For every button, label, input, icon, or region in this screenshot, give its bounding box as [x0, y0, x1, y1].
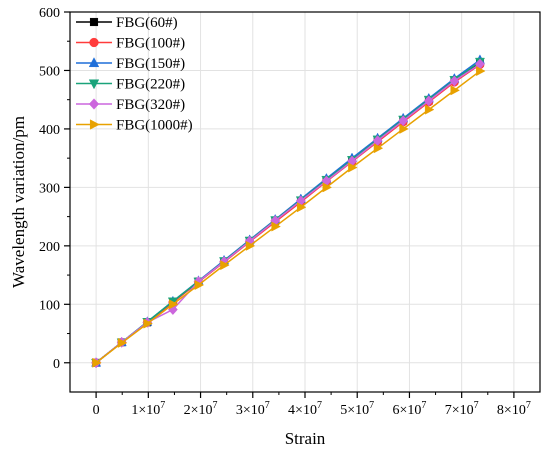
data-point	[271, 221, 281, 232]
legend-marker	[89, 37, 99, 48]
series-line	[95, 63, 481, 364]
legend: FBG(60#) FBG(100#) FBG(150#) FBG(220#) FBG(3…	[76, 15, 193, 134]
legend-item: FBG(320#)	[76, 97, 185, 113]
legend-item: FBG(1000#)	[76, 118, 193, 134]
series-5	[92, 66, 486, 368]
y-tick-label: 0	[53, 357, 60, 372]
x-axis-title: Strain	[285, 429, 326, 448]
x-tick-label: 6×107	[392, 400, 426, 418]
y-tick-label: 400	[39, 123, 60, 138]
y-tick-label: 500	[39, 64, 60, 79]
legend-label: FBG(60#)	[116, 15, 178, 31]
x-tick-label: 5×107	[340, 400, 374, 418]
legend-item: FBG(150#)	[76, 56, 185, 72]
legend-label: FBG(1000#)	[116, 118, 193, 134]
data-point	[143, 318, 153, 329]
data-point	[322, 182, 333, 193]
data-point	[220, 260, 230, 271]
legend-item: FBG(220#)	[76, 77, 185, 93]
legend-marker	[89, 17, 99, 27]
x-tick-label: 2×107	[184, 400, 218, 418]
legend-marker	[88, 79, 100, 90]
x-tick-label: 8×107	[497, 400, 531, 418]
data-point	[348, 162, 358, 173]
legend-marker	[88, 57, 100, 68]
data-point	[373, 143, 384, 154]
legend-marker	[88, 98, 100, 110]
legend-label: FBG(100#)	[116, 36, 185, 52]
y-tick-label: 600	[39, 6, 60, 21]
y-axis-title: Wavelength variation/pm	[9, 116, 28, 288]
x-tick-label: 0	[93, 403, 100, 418]
data-point	[296, 202, 307, 213]
data-point	[169, 299, 179, 310]
data-point	[424, 104, 435, 115]
data-point	[399, 123, 409, 134]
y-tick-label: 300	[39, 181, 60, 196]
data-point	[398, 115, 409, 127]
legend-label: FBG(320#)	[116, 97, 185, 113]
data-point	[476, 66, 486, 77]
legend-item: FBG(60#)	[76, 15, 178, 31]
x-tick-label: 4×107	[288, 400, 322, 418]
y-tick-label: 100	[39, 298, 60, 313]
data-point	[117, 337, 128, 348]
legend-label: FBG(220#)	[116, 77, 185, 93]
legend-marker	[89, 119, 100, 130]
data-point	[449, 75, 460, 87]
data-point	[245, 240, 256, 251]
y-tick-label: 200	[39, 240, 60, 255]
series-line	[95, 70, 481, 364]
legend-item: FBG(100#)	[76, 36, 185, 52]
data-point	[194, 280, 205, 291]
data-point	[92, 357, 102, 368]
x-tick-label: 1×107	[131, 400, 165, 418]
x-tick-label: 3×107	[236, 400, 270, 418]
x-tick-label: 7×107	[445, 400, 479, 418]
data-point	[423, 95, 434, 107]
legend-label: FBG(150#)	[116, 56, 185, 72]
axes: 0 1×107 2×107 3×107 4×107 5×107 6×107 7×107 8×10…	[39, 6, 531, 418]
series-group	[91, 54, 486, 369]
data-point	[450, 85, 460, 96]
